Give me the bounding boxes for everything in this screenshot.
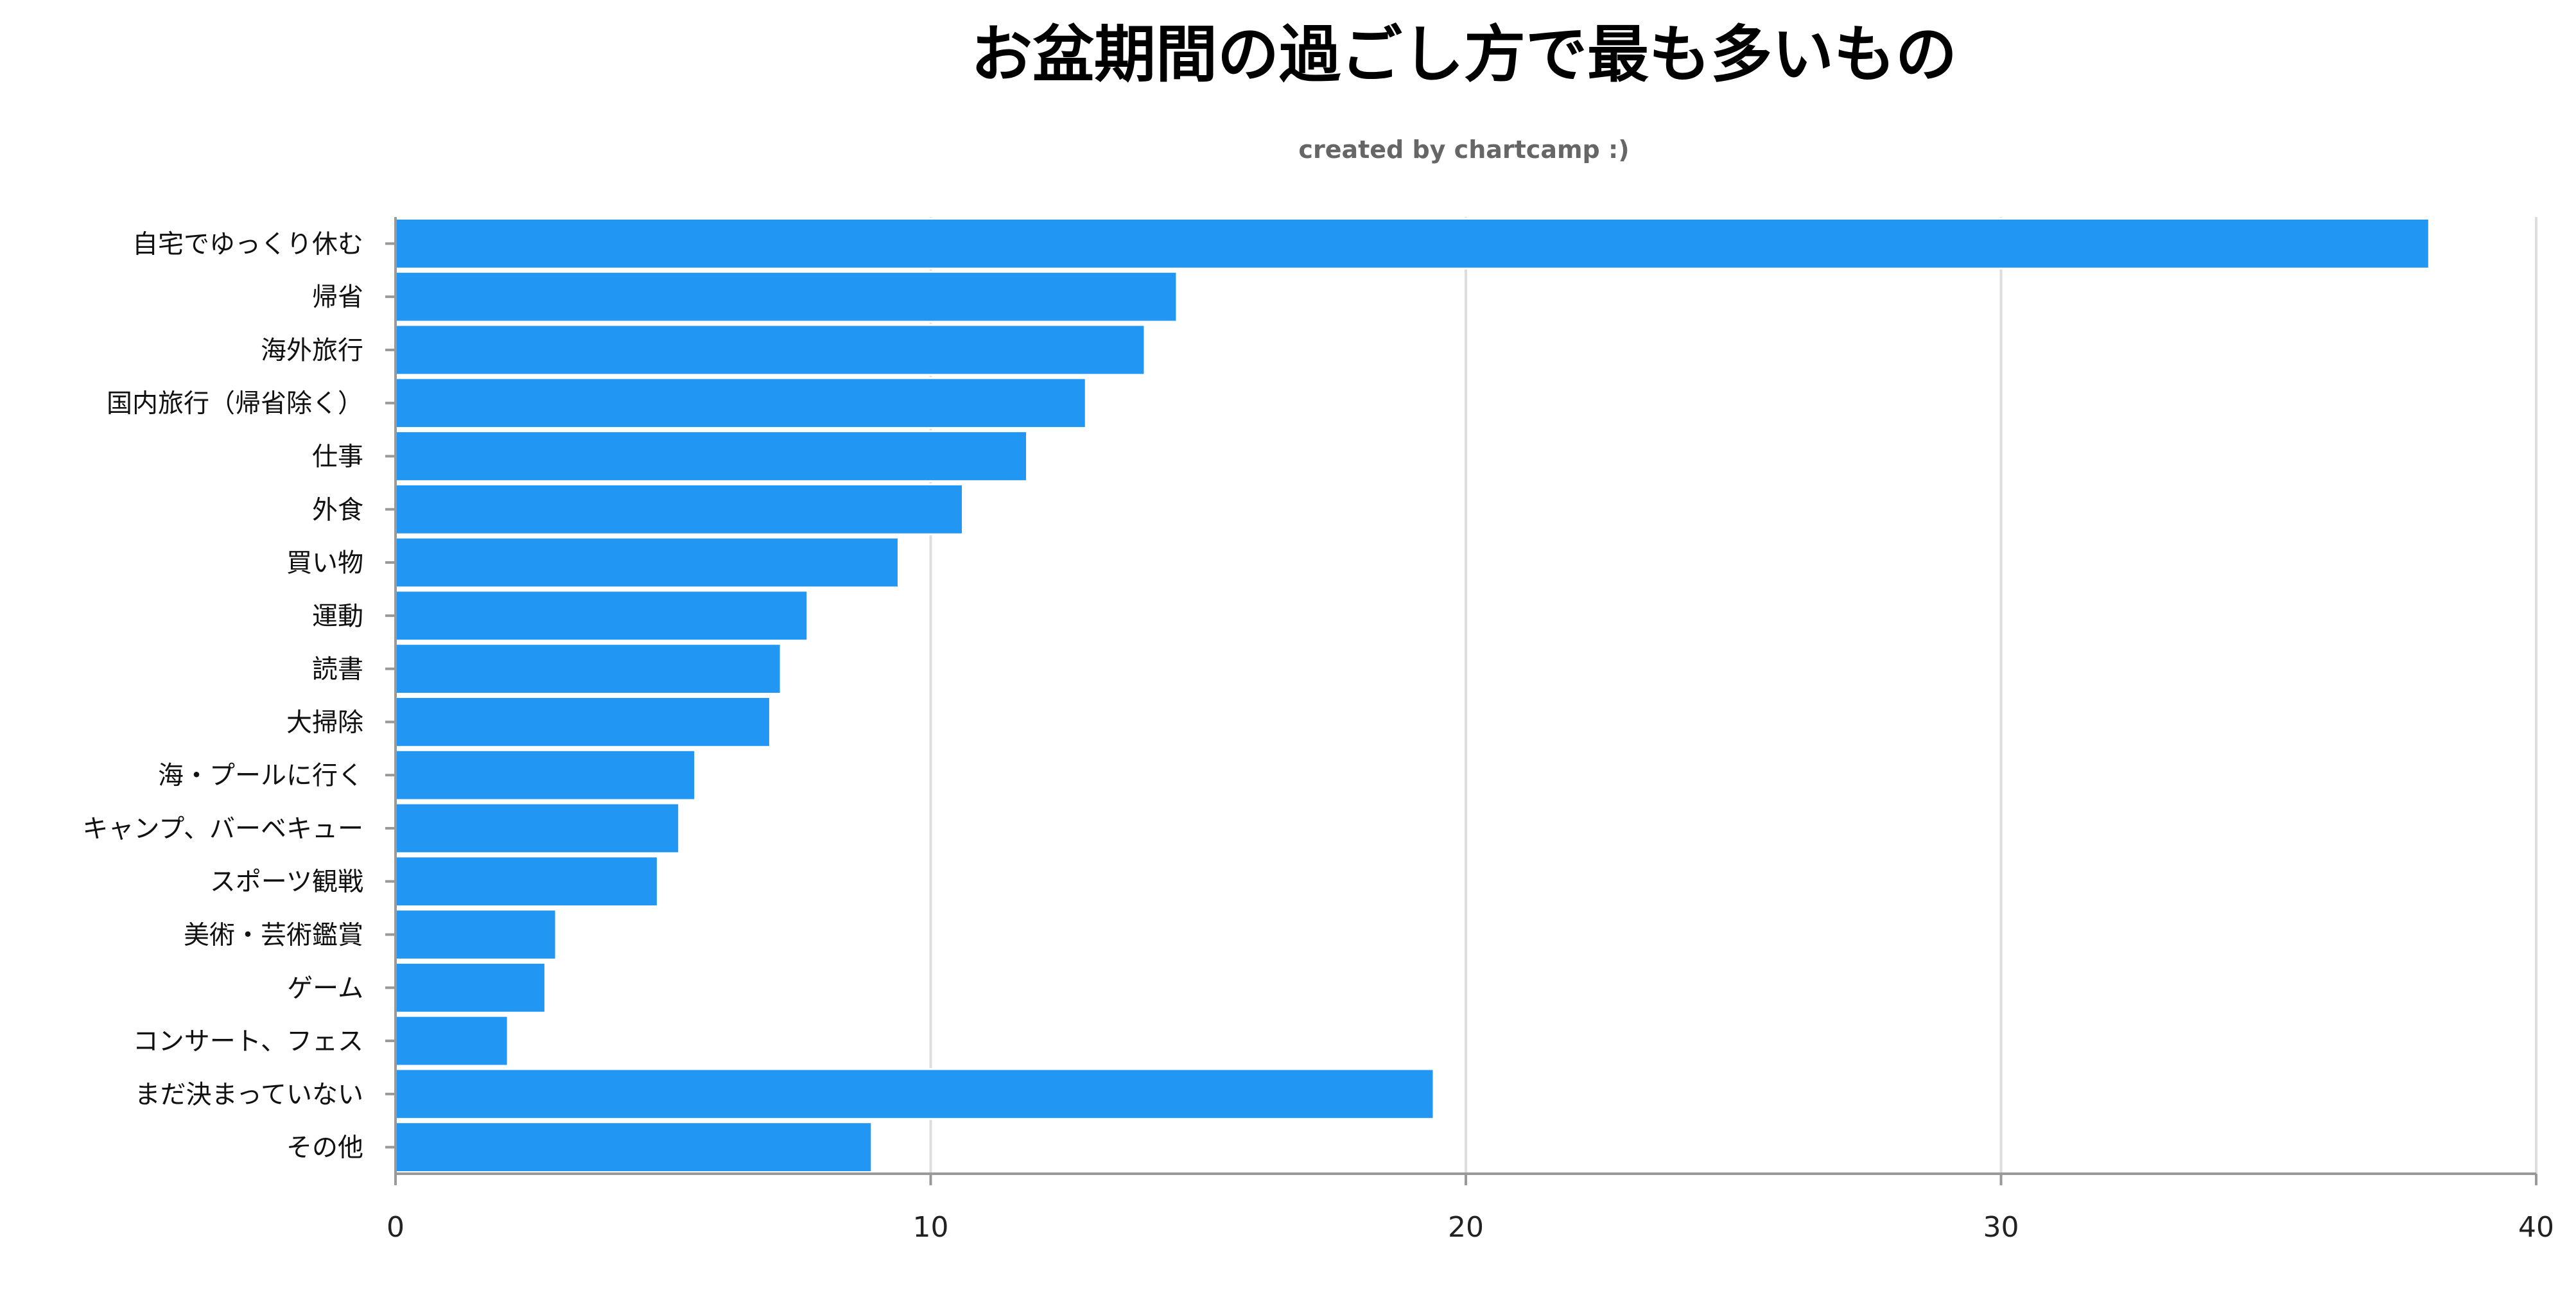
bar bbox=[394, 430, 1029, 482]
category-label: その他 bbox=[286, 1133, 363, 1163]
category-label: 運動 bbox=[312, 602, 363, 631]
bars-group bbox=[394, 217, 2430, 1174]
category-label: ゲーム bbox=[287, 973, 363, 1003]
x-tick-label: 40 bbox=[2518, 1211, 2554, 1244]
bar bbox=[394, 589, 809, 642]
bar bbox=[394, 749, 697, 801]
bar bbox=[394, 324, 1146, 376]
category-label: 外食 bbox=[312, 495, 363, 525]
category-label: 国内旅行（帰省除く） bbox=[107, 389, 363, 419]
category-label: 買い物 bbox=[286, 548, 363, 578]
category-label: スポーツ観戦 bbox=[210, 867, 363, 897]
x-tick-label: 20 bbox=[1448, 1211, 1484, 1244]
category-label: 仕事 bbox=[312, 442, 363, 472]
bar bbox=[394, 483, 964, 536]
x-tick-label: 10 bbox=[913, 1211, 949, 1244]
chart-title: お盆期間の過ごし方で最も多いもの bbox=[971, 19, 1957, 91]
bar bbox=[394, 961, 546, 1014]
bar bbox=[394, 909, 557, 961]
bar bbox=[394, 1015, 509, 1067]
chart-subtitle: created by chartcamp :) bbox=[1298, 135, 1629, 164]
bar bbox=[394, 855, 659, 908]
x-axis: 0 10 20 30 40 bbox=[387, 1172, 2554, 1244]
category-label: 美術・芸術鑑賞 bbox=[184, 921, 363, 950]
category-label: 海・プールに行く bbox=[158, 761, 363, 790]
category-label: 帰省 bbox=[312, 283, 363, 312]
category-label: 読書 bbox=[312, 655, 363, 684]
x-tick-label: 30 bbox=[1983, 1211, 2019, 1244]
bar bbox=[394, 802, 681, 855]
bar bbox=[394, 377, 1087, 430]
bar bbox=[394, 1068, 1435, 1120]
bar bbox=[394, 536, 900, 589]
bar bbox=[394, 695, 771, 748]
bar bbox=[394, 643, 782, 695]
category-label: 大掃除 bbox=[286, 708, 363, 737]
category-label: 自宅でゆっくり休む bbox=[132, 229, 363, 259]
category-label: まだ決まっていない bbox=[135, 1080, 363, 1110]
category-label: コンサート、フェス bbox=[133, 1027, 363, 1056]
category-label: 海外旅行 bbox=[261, 336, 363, 365]
x-tick-label: 0 bbox=[387, 1211, 405, 1244]
bar bbox=[394, 270, 1178, 323]
category-label: キャンプ、バーベキュー bbox=[82, 814, 363, 844]
bar bbox=[394, 217, 2430, 270]
bar bbox=[394, 1121, 873, 1174]
grid-lines bbox=[929, 217, 2537, 1174]
